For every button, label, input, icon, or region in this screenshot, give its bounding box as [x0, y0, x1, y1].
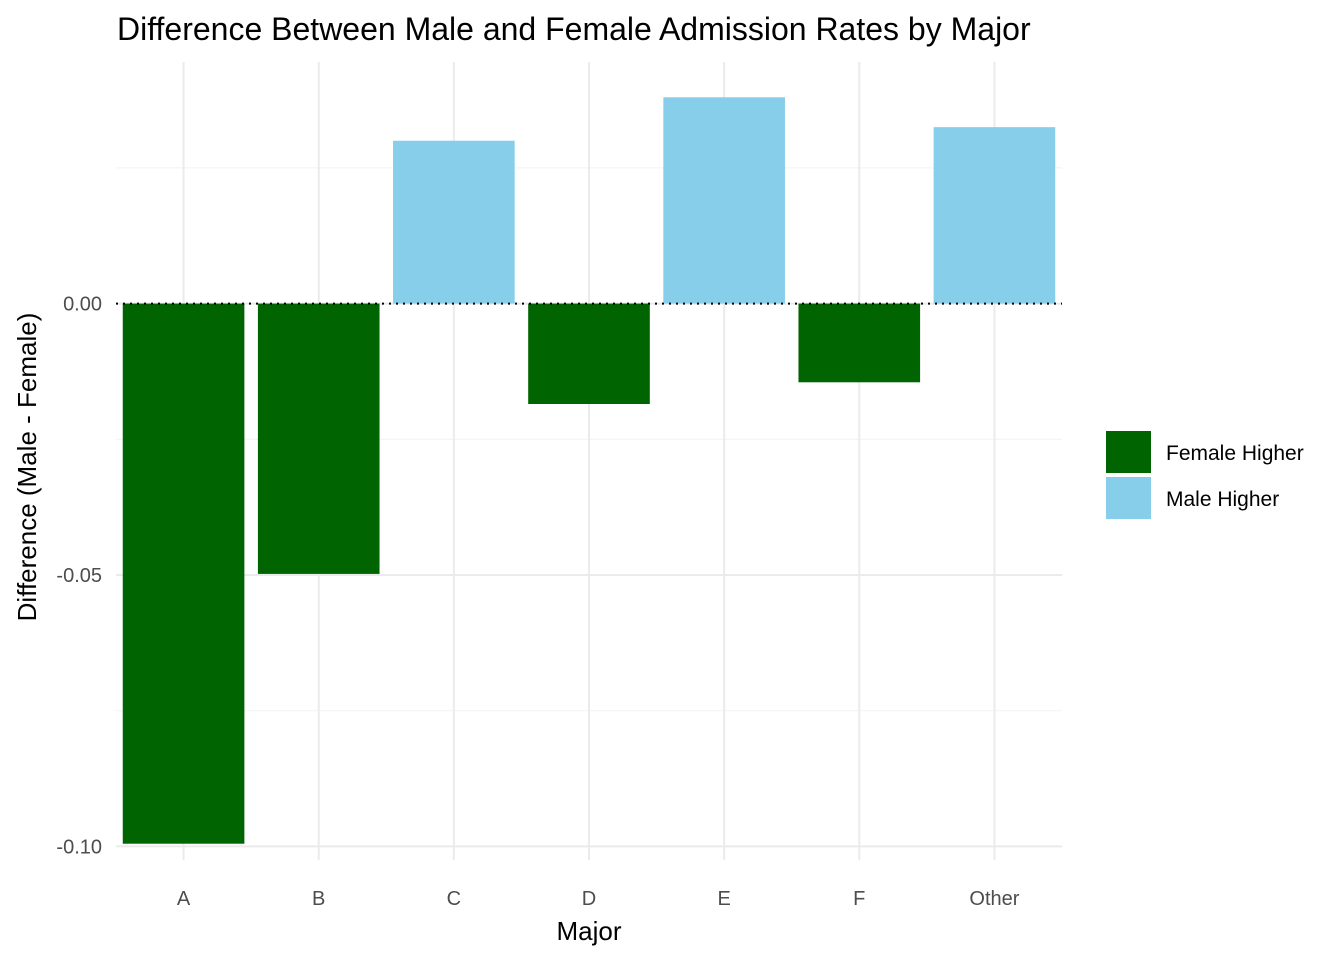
x-tick-label: C [447, 888, 461, 910]
x-tick-label: F [853, 888, 865, 910]
legend-key [1106, 477, 1151, 519]
bar-a [122, 303, 245, 844]
legend-label: Female Higher [1166, 442, 1304, 465]
x-tick-label: B [312, 888, 325, 910]
x-tick-label: Other [969, 888, 1019, 910]
legend-label: Male Higher [1166, 488, 1279, 511]
x-axis-ticks: A B C D E F Other [177, 888, 1020, 910]
y-tick-label: -0.05 [56, 565, 102, 587]
x-tick-label: A [177, 888, 191, 910]
x-tick-label: E [717, 888, 730, 910]
bar-b [257, 303, 380, 574]
y-tick-label: 0.00 [63, 294, 102, 316]
bar-f [798, 303, 921, 383]
bar-other [933, 127, 1056, 304]
bars [122, 97, 1056, 844]
legend-key [1106, 431, 1151, 473]
bar-c [393, 140, 515, 304]
x-tick-label: D [582, 888, 596, 910]
y-axis-title: Difference (Male - Female) [12, 313, 42, 622]
x-axis-title: Major [556, 916, 621, 946]
legend: Female Higher Male Higher [1106, 431, 1304, 519]
y-tick-label: -0.10 [56, 836, 102, 858]
chart-title: Difference Between Male and Female Admis… [117, 11, 1031, 47]
bar-e [663, 97, 785, 304]
bar-d [528, 303, 650, 404]
y-axis-ticks: -0.10 -0.05 0.00 [56, 294, 102, 859]
